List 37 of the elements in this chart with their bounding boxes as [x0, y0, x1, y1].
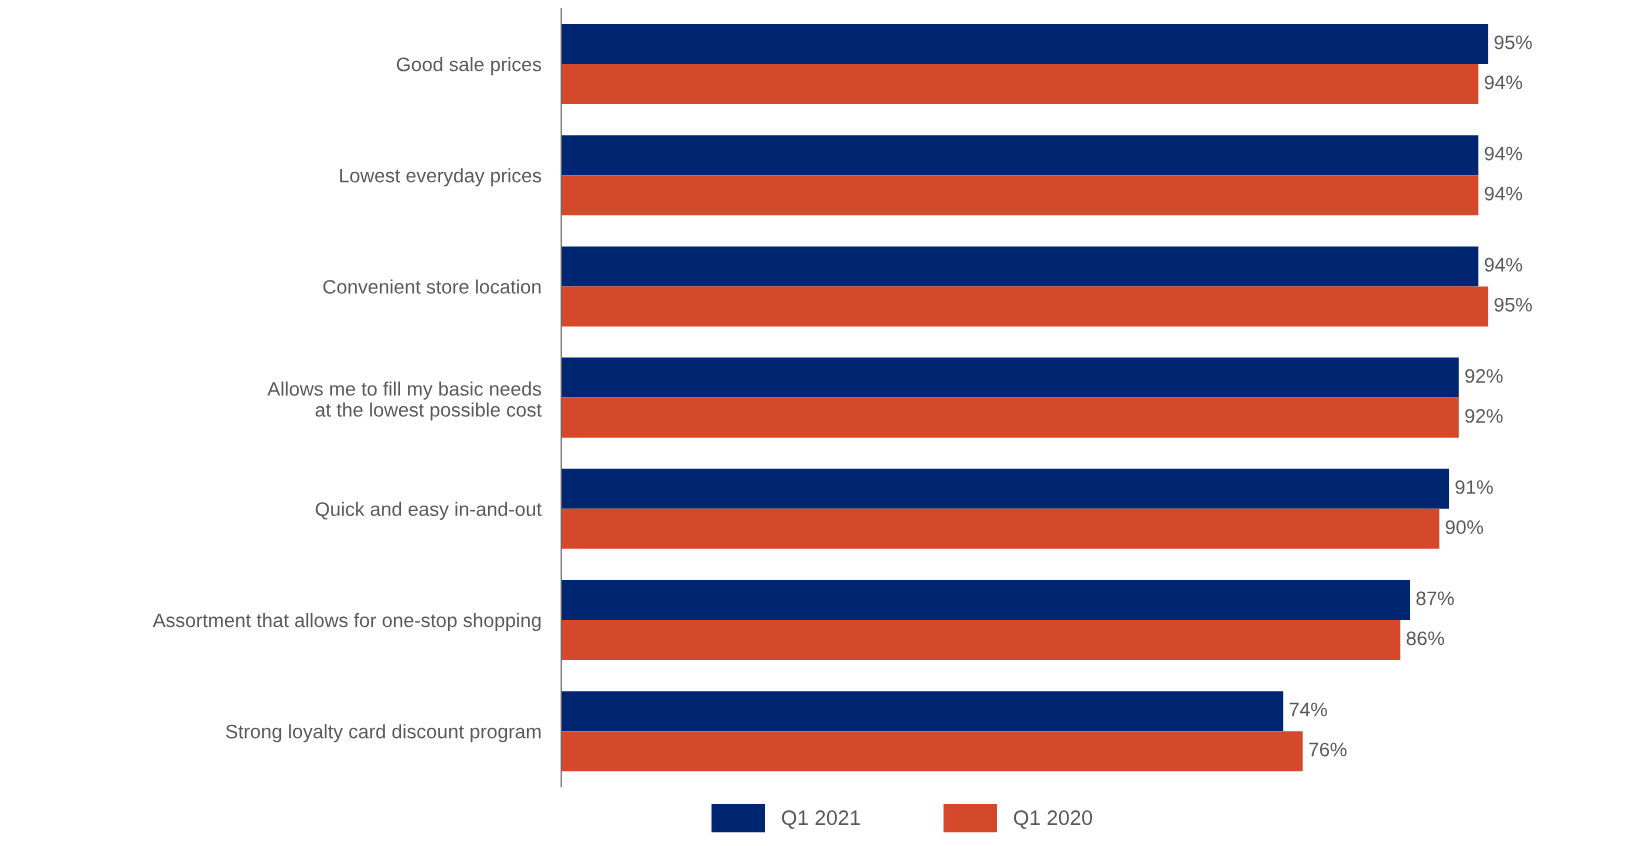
bar: [561, 175, 1479, 216]
bar: [561, 468, 1450, 509]
bar: [561, 579, 1411, 620]
bar: [561, 357, 1459, 398]
bar: [561, 24, 1489, 65]
bar: [561, 135, 1479, 176]
legend-label: Q1 2021: [781, 810, 860, 829]
data-label: 87%: [1416, 591, 1454, 606]
bar: [561, 691, 1284, 732]
data-label: 90%: [1445, 520, 1484, 535]
data-label: 92%: [1465, 409, 1503, 423]
bar: [561, 731, 1303, 772]
data-label: 95%: [1494, 297, 1532, 312]
data-label: 94%: [1484, 146, 1523, 161]
data-label: 94%: [1484, 186, 1523, 201]
data-label: 91%: [1455, 480, 1493, 495]
data-label: 94%: [1484, 75, 1523, 90]
y-tick-label: Convenient store location: [323, 279, 541, 294]
data-label: 86%: [1406, 631, 1445, 646]
data-label: 74%: [1289, 702, 1327, 717]
legend-label: Q1 2020: [1013, 810, 1093, 829]
data-label: 95%: [1494, 35, 1532, 50]
y-tick-label: Quick and easy in-and-out: [315, 501, 542, 520]
bar: [561, 246, 1479, 287]
y-tick-label: Strong loyalty card discount program: [226, 724, 541, 743]
y-tick-label: Allows me to fill my basic needs at the lowest possible cost: [267, 381, 542, 421]
bar: [561, 286, 1489, 327]
data-label: 92%: [1465, 369, 1503, 383]
data-label: 94%: [1484, 257, 1523, 272]
y-tick-label: Good sale prices: [396, 57, 542, 76]
bar: [561, 397, 1459, 438]
data-label: 76%: [1309, 742, 1347, 757]
bar: [561, 620, 1401, 661]
bar: [561, 508, 1440, 549]
bar: [561, 64, 1479, 105]
y-tick-label: Assortment that allows for one-stop shopping: [152, 612, 541, 632]
y-tick-label: Lowest everyday prices: [340, 168, 542, 187]
